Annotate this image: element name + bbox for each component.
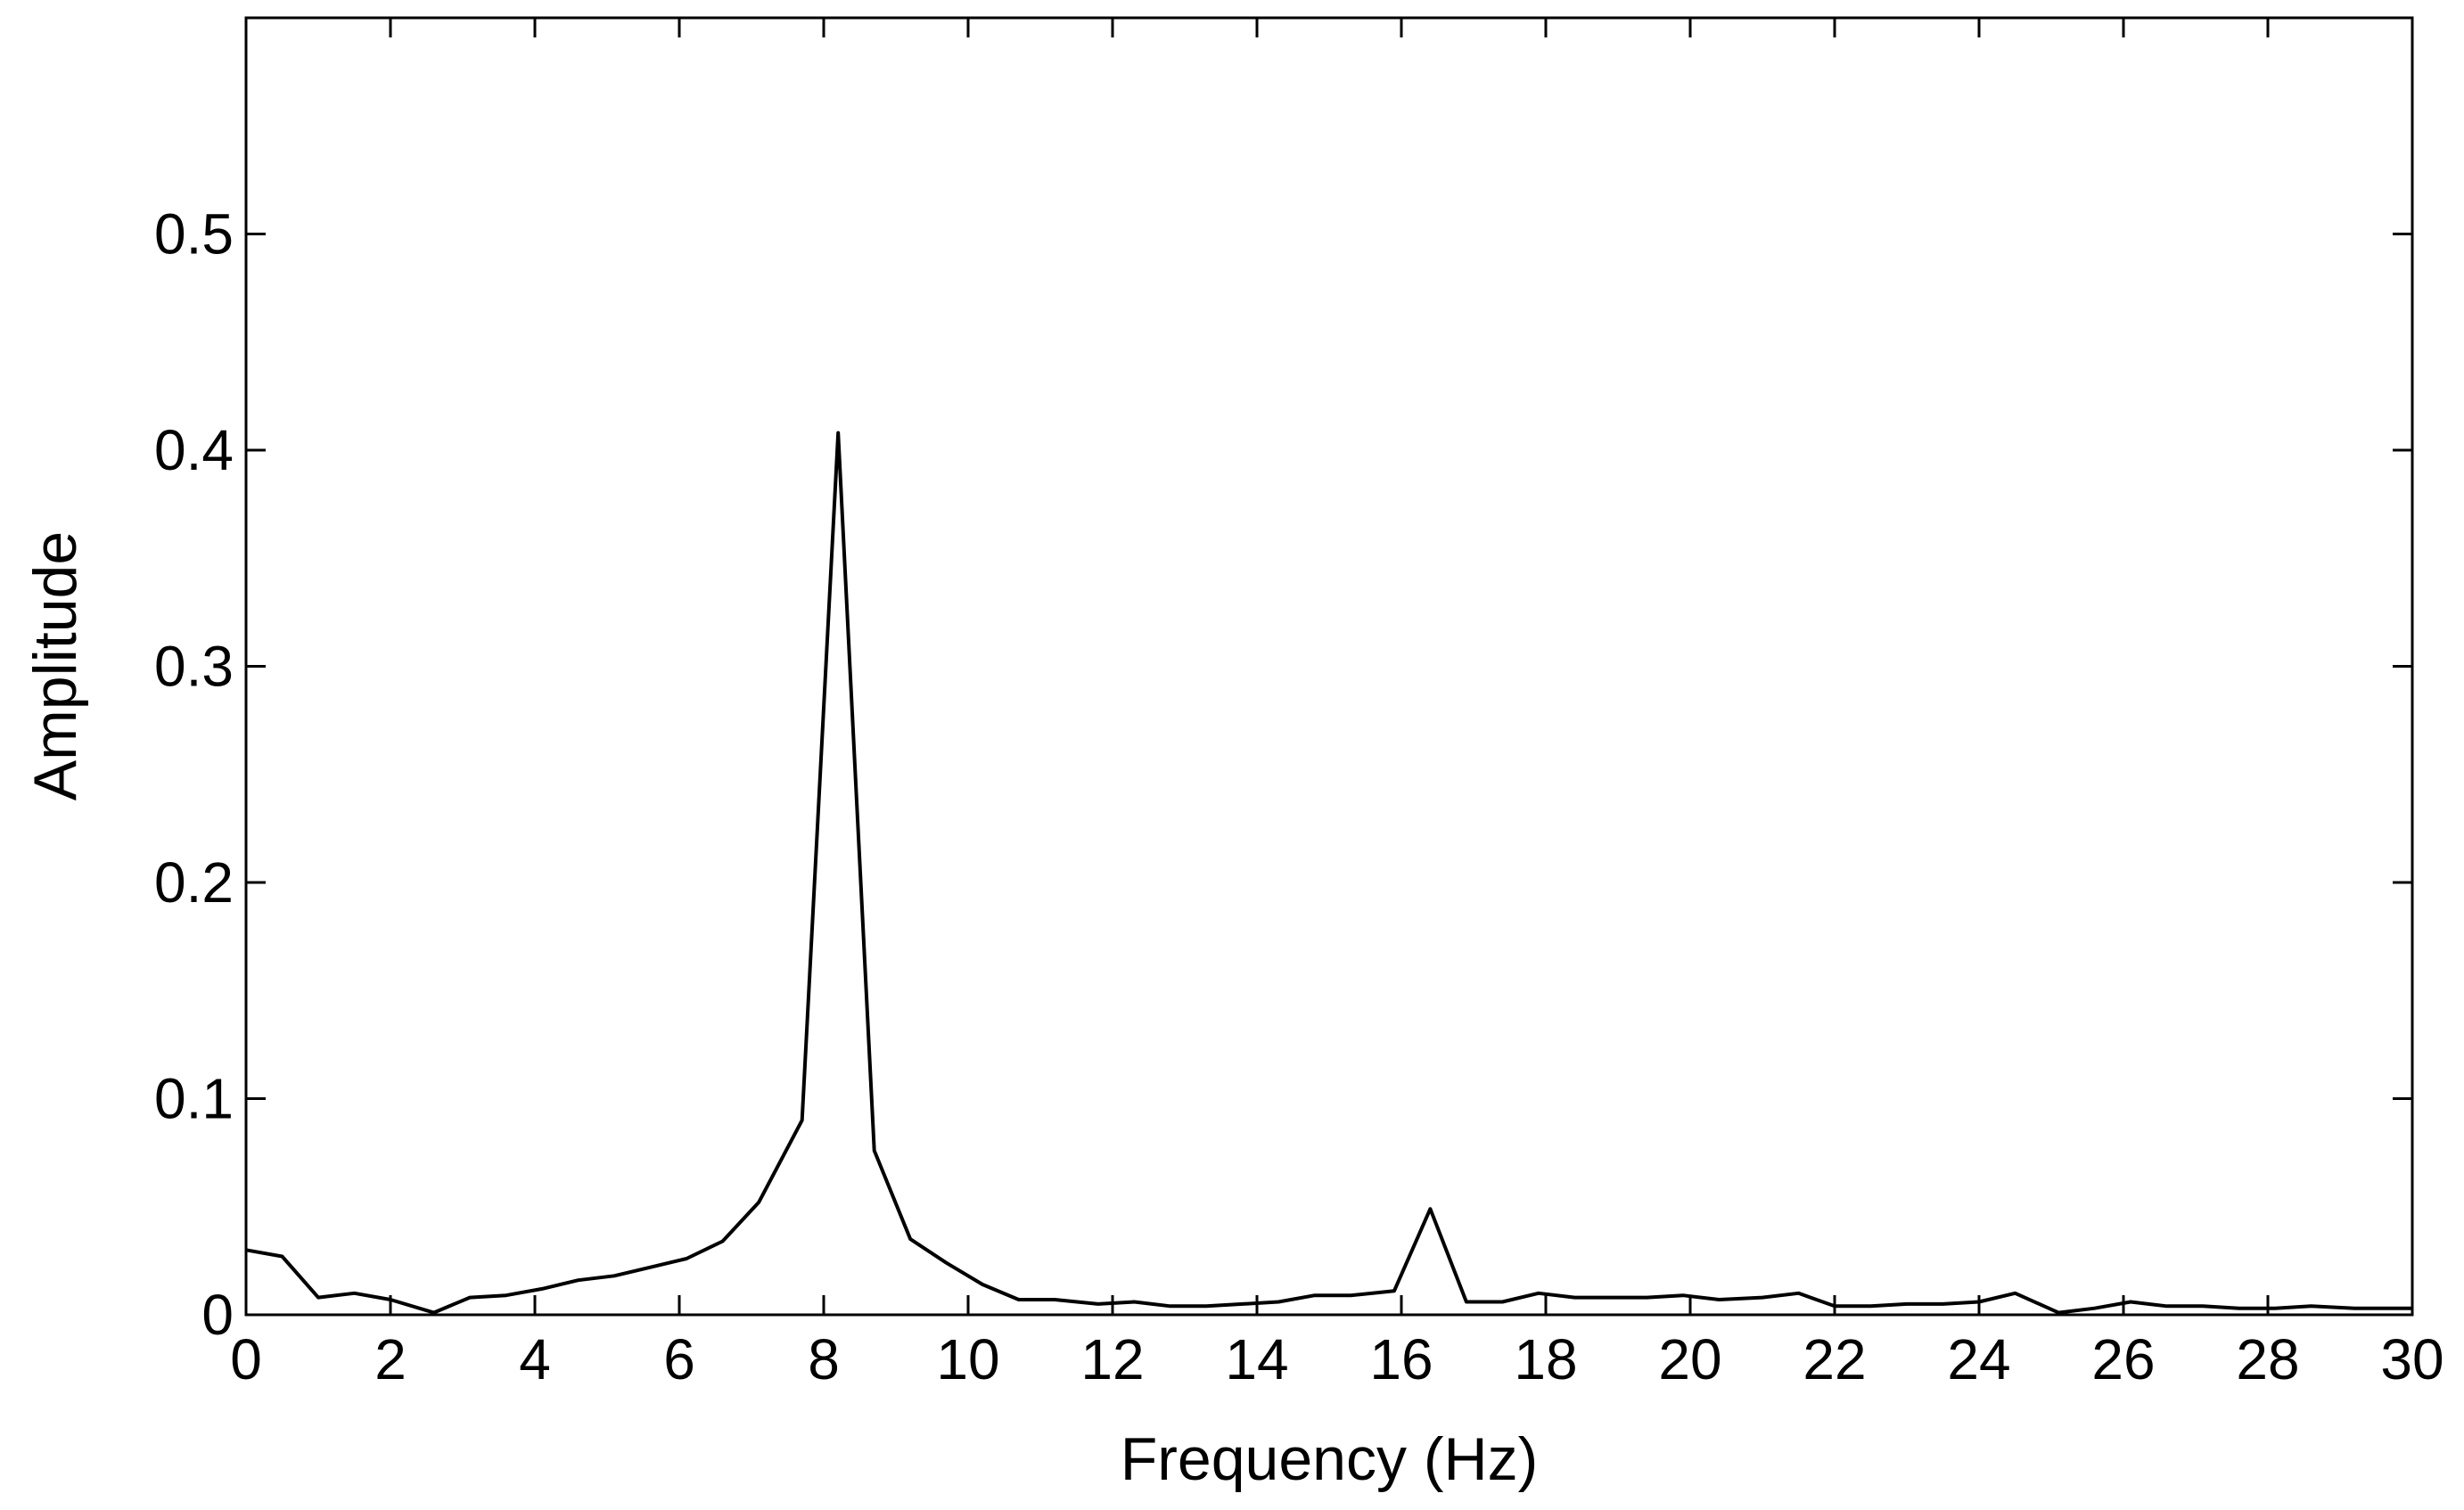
x-tick-label: 10 — [936, 1327, 999, 1391]
y-tick-label: 0.5 — [154, 202, 234, 267]
x-tick-label: 2 — [374, 1327, 407, 1391]
x-tick-label: 28 — [2236, 1327, 2299, 1391]
y-tick-label: 0.3 — [154, 635, 234, 699]
x-tick-labels: 0 2 4 6 8 10 12 14 16 18 20 22 24 26 28 30 — [230, 1327, 2443, 1391]
x-tick-label: 4 — [519, 1327, 551, 1391]
x-tick-label: 12 — [1080, 1327, 1144, 1391]
x-axis-label: Frequency (Hz) — [1121, 1425, 1539, 1493]
series-line — [245, 431, 2412, 1315]
series-group — [245, 431, 2412, 1315]
x-tick-label: 20 — [1658, 1327, 1721, 1391]
x-tick-label: 0 — [230, 1327, 262, 1391]
y-tick-labels: 0 0.1 0.2 0.3 0.4 0.5 — [154, 202, 234, 1348]
x-tick-label: 26 — [2091, 1327, 2155, 1391]
y-tick-label: 0.4 — [154, 418, 234, 482]
y-tick-label: 0 — [201, 1283, 234, 1347]
x-tick-label: 14 — [1225, 1327, 1288, 1391]
x-tick-label: 8 — [808, 1327, 840, 1391]
y-tick-label: 0.2 — [154, 850, 234, 915]
axis-ticks — [244, 18, 2414, 1317]
x-tick-label: 16 — [1369, 1327, 1433, 1391]
x-tick-label: 30 — [2380, 1327, 2443, 1391]
y-axis-label: Amplitude — [21, 531, 89, 800]
x-tick-label: 24 — [1947, 1327, 2010, 1391]
y-tick-label: 0.1 — [154, 1067, 234, 1131]
x-tick-label: 18 — [1514, 1327, 1577, 1391]
x-tick-label: 22 — [1803, 1327, 1866, 1391]
x-tick-label: 6 — [663, 1327, 695, 1391]
plot-area — [244, 16, 2414, 1317]
